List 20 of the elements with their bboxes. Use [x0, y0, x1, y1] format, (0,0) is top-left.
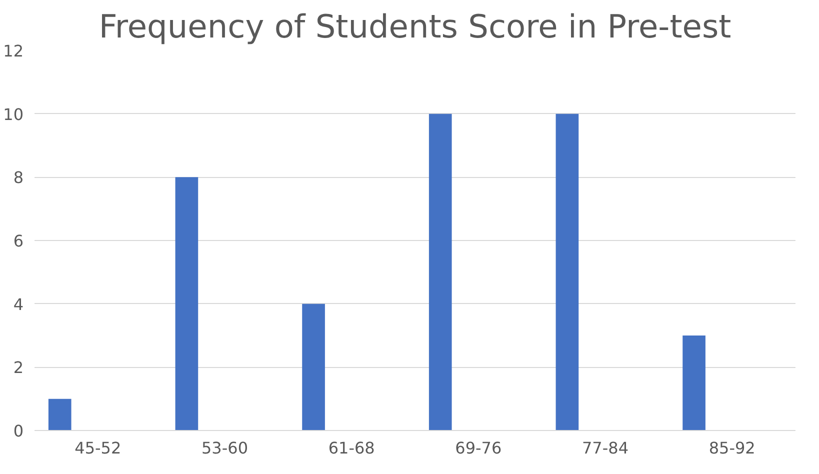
bar: [48, 398, 72, 430]
x-tick-label: 69-76: [455, 438, 502, 458]
x-tick-label: 45-52: [74, 438, 122, 458]
bar: [302, 304, 325, 430]
x-tick-label: 77-84: [582, 438, 629, 458]
y-tick-label: 0: [13, 422, 24, 440]
chart-title: Frequency of Students Score in Pre-test: [98, 8, 732, 46]
x-tick-label: 85-92: [708, 438, 756, 458]
bar: [428, 114, 452, 430]
y-tick-label: 6: [13, 232, 24, 250]
y-tick-label: 2: [13, 358, 24, 378]
y-tick-label: 4: [13, 294, 24, 314]
x-tick-label: 53-60: [202, 438, 248, 458]
y-tick-label: 12: [3, 42, 24, 60]
y-tick-label: 8: [13, 168, 24, 188]
bar: [682, 336, 706, 430]
x-tick-label: 61-68: [328, 438, 375, 458]
bar: [175, 177, 198, 430]
bar: [556, 114, 579, 430]
y-tick-label: 10: [3, 104, 24, 124]
